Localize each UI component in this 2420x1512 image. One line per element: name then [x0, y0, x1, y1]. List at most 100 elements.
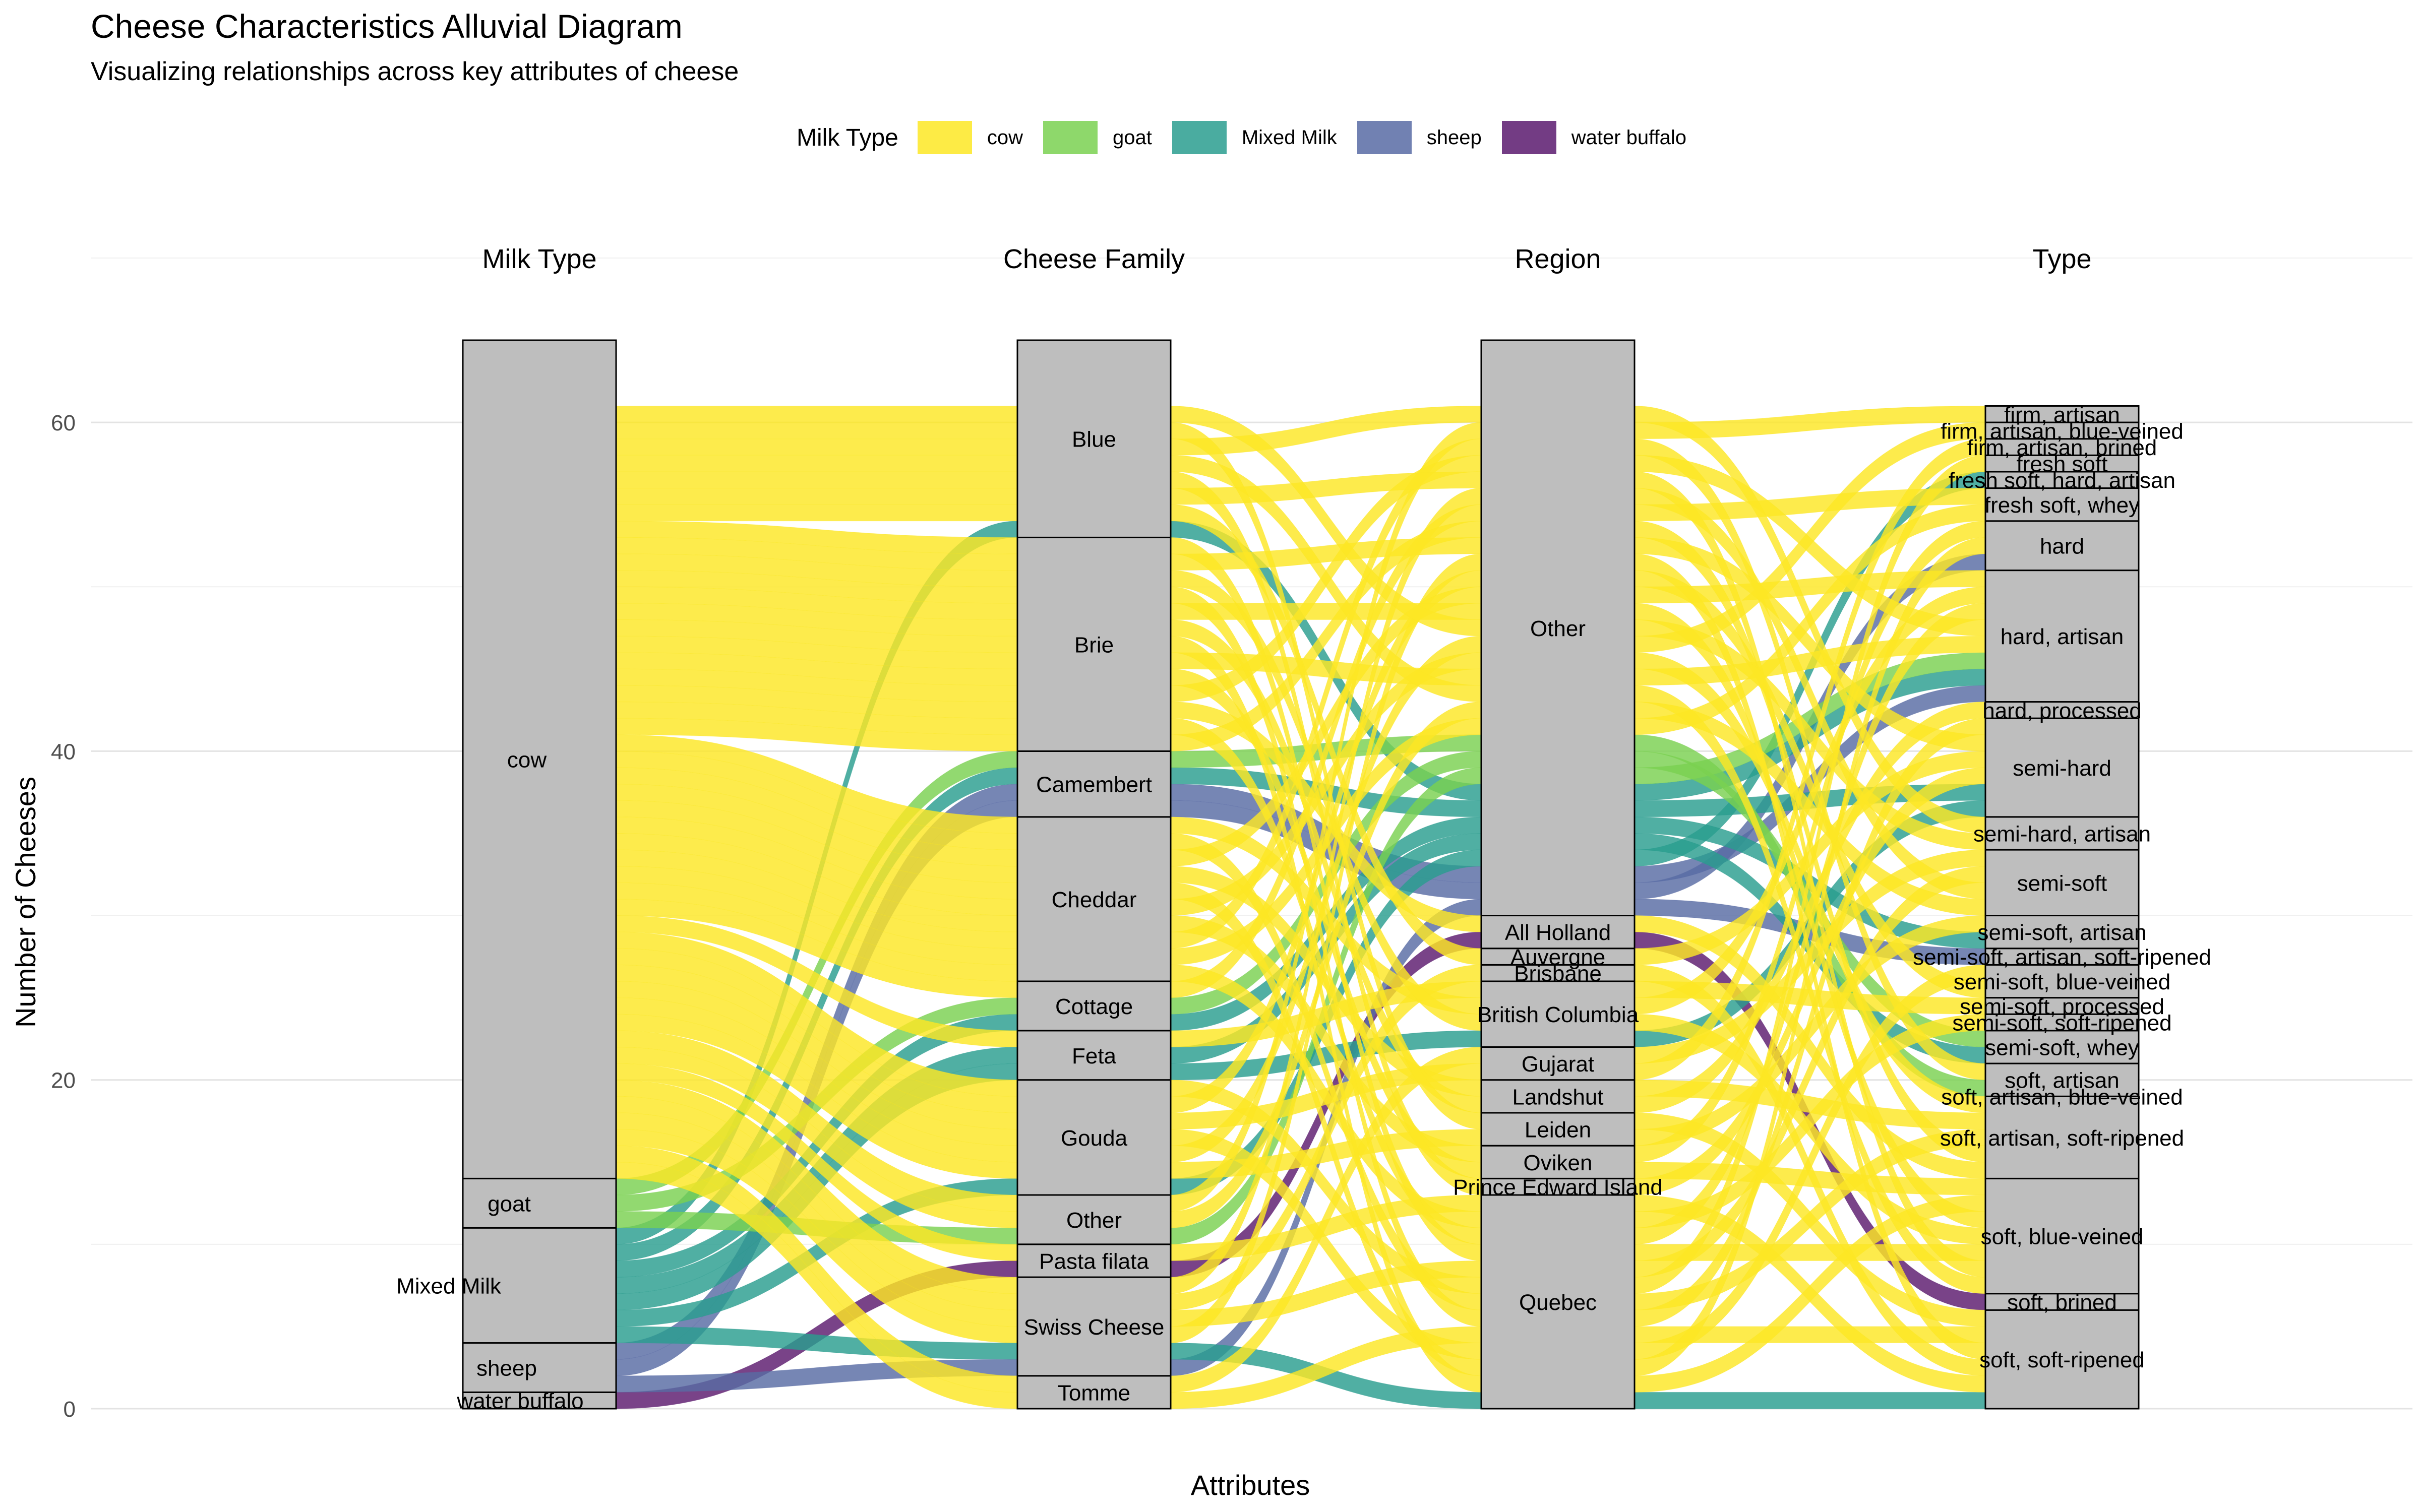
strata	[462, 339, 2140, 1410]
stratum-label: Blue	[1072, 427, 1116, 452]
stratum-label: semi-soft, blue-veined	[1954, 970, 2170, 994]
stratum-label: semi-soft, artisan	[1978, 920, 2147, 945]
stratum-other	[1016, 1194, 1172, 1245]
y-tick-label: 0	[64, 1397, 76, 1422]
stratum-hard-processed	[1984, 701, 2140, 719]
stratum-label: hard, artisan	[2001, 624, 2124, 649]
legend: Milk Type cow goat Mixed Milk sheep wate…	[797, 120, 1707, 155]
stratum-label: Gouda	[1061, 1126, 1128, 1151]
stratum-label: soft, artisan, blue-veined	[1941, 1085, 2183, 1109]
stratum-label: hard, processed	[1982, 699, 2142, 723]
legend-item-sheep: sheep	[1357, 121, 1482, 154]
legend-item-mixed-milk: Mixed Milk	[1172, 121, 1337, 154]
stratum-water-buffalo	[462, 1391, 617, 1410]
stratum-leiden	[1480, 1112, 1636, 1147]
stratum-label: soft, blue-veined	[1981, 1225, 2144, 1249]
stratum-label: semi-soft, soft-ripened	[1952, 1011, 2171, 1036]
legend-swatch	[1043, 121, 1098, 154]
stratum-soft-blue-veined	[1984, 1177, 2140, 1295]
stratum-label: Mixed Milk	[396, 1274, 502, 1298]
stratum-label: firm, artisan, blue-veined	[1941, 419, 2184, 444]
stratum-label: goat	[488, 1191, 531, 1216]
axis-header-cheese-family: Cheese Family	[1003, 244, 1185, 274]
stratum-label: fresh soft	[2017, 452, 2108, 477]
stratum-label: fresh soft, whey	[1984, 493, 2140, 518]
stratum-semi-soft-whey	[1984, 1030, 2140, 1064]
stratum-label: Tomme	[1058, 1380, 1130, 1405]
stratum-semi-soft-soft-ripened	[1984, 1013, 2140, 1032]
legend-item-goat: goat	[1043, 121, 1152, 154]
flow-ribbon-cow	[616, 504, 1018, 522]
chart-subtitle: Visualizing relationships across key att…	[91, 57, 739, 86]
legend-label: Mixed Milk	[1241, 126, 1337, 149]
stratum-label: Pasta filata	[1039, 1249, 1149, 1274]
stratum-label: Brie	[1074, 633, 1114, 657]
stratum-mixed-milk	[462, 1227, 617, 1344]
stratum-label: Quebec	[1519, 1290, 1597, 1315]
stratum-gujarat	[1480, 1046, 1636, 1081]
stratum-label: Prince Edward Island	[1453, 1175, 1663, 1200]
stratum-landshut	[1480, 1079, 1636, 1114]
flow-ribbon-cow	[616, 405, 1018, 423]
stratum-quebec	[1480, 1194, 1636, 1410]
flow-ribbon-cow	[616, 422, 1018, 439]
stratum-label: Gujarat	[1522, 1052, 1594, 1077]
stratum-label: semi-soft	[2017, 871, 2107, 896]
stratum-fresh-soft-hard-artisan	[1984, 471, 2140, 489]
stratum-label: Auvergne	[1510, 945, 1605, 970]
stratum-firm-artisan-blue-veined	[1984, 421, 2140, 440]
stratum-semi-soft-blue-veined	[1984, 964, 2140, 999]
stratum-cottage	[1016, 980, 1172, 1032]
stratum-label: Other	[1066, 1208, 1122, 1233]
stratum-other	[1480, 339, 1636, 917]
stratum-label: Cottage	[1055, 994, 1133, 1019]
stratum-label: firm, artisan	[2004, 403, 2120, 427]
flow-ribbon-cow	[1634, 570, 1986, 604]
stratum-brisbane	[1480, 964, 1636, 982]
stratum-label: soft, artisan, soft-ripened	[1940, 1126, 2184, 1151]
flow-ribbon-cow	[616, 471, 1018, 489]
stratum-label: semi-soft, processed	[1960, 994, 2164, 1019]
stratum-hard-artisan	[1984, 570, 2140, 703]
stratum-label: firm, artisan, brined	[1967, 435, 2157, 460]
stratum-swiss-cheese	[1016, 1276, 1172, 1377]
stratum-semi-soft-artisan-soft-ripened	[1984, 948, 2140, 966]
stratum-label: semi-hard	[2013, 756, 2111, 781]
legend-swatch	[917, 121, 972, 154]
stratum-label: sheep	[476, 1356, 537, 1380]
flow-ribbon-cow	[616, 438, 1018, 456]
stratum-label: Landshut	[1512, 1085, 1603, 1109]
legend-label: goat	[1112, 126, 1152, 149]
flow-ribbon-cow	[616, 488, 1018, 505]
stratum-label: Feta	[1072, 1044, 1117, 1068]
stratum-label: hard	[2040, 534, 2084, 559]
stratum-brie	[1016, 536, 1172, 752]
axis-header-region: Region	[1515, 244, 1601, 274]
stratum-semi-soft	[1984, 849, 2140, 917]
legend-item-water-buffalo: water buffalo	[1501, 121, 1687, 154]
axis-header-type: Type	[2032, 244, 2091, 274]
stratum-label: semi-soft, whey	[1985, 1035, 2139, 1060]
legend-swatch	[1501, 121, 1556, 154]
stratum-label: soft, brined	[2007, 1290, 2117, 1315]
stratum-firm-artisan-brined	[1984, 438, 2140, 456]
y-tick-label: 40	[51, 739, 76, 764]
stratum-label: Cheddar	[1052, 888, 1137, 912]
stratum-label: Leiden	[1525, 1118, 1591, 1143]
y-tick-label: 60	[51, 411, 76, 435]
stratum-semi-soft-artisan	[1984, 915, 2140, 950]
axis-header-milk-type: Milk Type	[482, 244, 596, 274]
stratum-blue	[1016, 339, 1172, 538]
stratum-label: Other	[1530, 616, 1586, 641]
stratum-firm-artisan	[1984, 405, 2140, 423]
stratum-semi-soft-processed	[1984, 997, 2140, 1015]
stratum-label: soft, soft-ripened	[1979, 1348, 2145, 1372]
stratum-label: soft, artisan	[2005, 1068, 2119, 1093]
ribbons	[616, 405, 1986, 1409]
legend-label: water buffalo	[1571, 126, 1687, 149]
legend-label: sheep	[1426, 126, 1482, 149]
flow-ribbon-mixed-milk	[1634, 1392, 1986, 1409]
legend-item-cow: cow	[917, 121, 1023, 154]
stratum-cow	[462, 339, 617, 1179]
